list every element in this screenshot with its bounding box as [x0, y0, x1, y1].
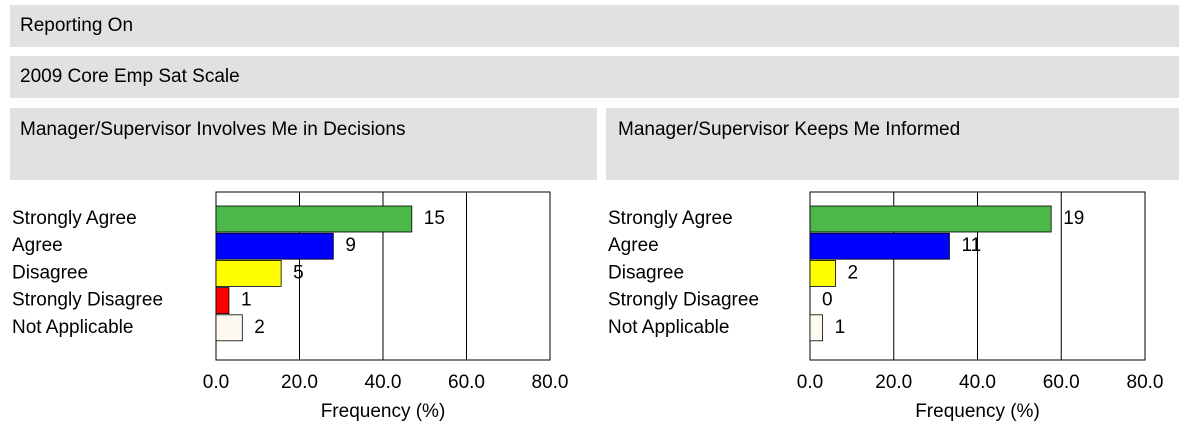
count-label: 5	[293, 262, 304, 283]
x-tick-label: 80.0	[1127, 372, 1164, 393]
x-tick-label: 0.0	[203, 372, 229, 393]
header-box	[10, 5, 1179, 47]
header-title: Reporting On	[20, 15, 133, 36]
x-tick-label: 60.0	[1043, 372, 1080, 393]
count-label: 9	[345, 235, 356, 256]
bar	[809, 314, 823, 342]
category-label: Agree	[12, 235, 63, 256]
category-label: Disagree	[608, 262, 684, 283]
x-tick-label: 0.0	[797, 372, 823, 393]
bar	[215, 205, 413, 233]
x-tick-label: 40.0	[365, 372, 402, 393]
category-label: Strongly Disagree	[12, 290, 163, 311]
count-label: 19	[1063, 208, 1084, 229]
x-tick-label: 60.0	[448, 372, 485, 393]
category-label: Not Applicable	[608, 317, 729, 338]
chart-title: Manager/Supervisor Involves Me in Decisi…	[20, 119, 405, 140]
bar	[809, 232, 950, 260]
count-label: 2	[848, 262, 859, 283]
count-label: 1	[241, 290, 252, 311]
x-tick-label: 80.0	[532, 372, 569, 393]
category-label: Strongly Agree	[608, 208, 733, 229]
x-axis-label: Frequency (%)	[915, 401, 1040, 422]
chart-title-box	[606, 108, 1179, 180]
bar	[809, 259, 836, 287]
count-label: 0	[822, 290, 833, 311]
subheader-box	[10, 56, 1179, 98]
bar	[215, 314, 243, 342]
count-label: 1	[835, 317, 846, 338]
count-label: 11	[961, 235, 981, 256]
x-tick-label: 20.0	[281, 372, 318, 393]
category-label: Not Applicable	[12, 317, 133, 338]
bar	[215, 287, 230, 315]
category-label: Disagree	[12, 262, 88, 283]
bar	[809, 205, 1052, 233]
x-axis-label: Frequency (%)	[321, 401, 446, 422]
bar	[215, 232, 334, 260]
category-label: Agree	[608, 235, 659, 256]
category-label: Strongly Disagree	[608, 290, 759, 311]
count-label: 2	[254, 317, 265, 338]
header-subtitle: 2009 Core Emp Sat Scale	[20, 66, 240, 87]
x-tick-label: 20.0	[875, 372, 912, 393]
x-tick-label: 40.0	[959, 372, 996, 393]
chart-title: Manager/Supervisor Keeps Me Informed	[618, 119, 960, 140]
bar	[215, 259, 282, 287]
chart-title-box	[10, 108, 597, 180]
category-label: Strongly Agree	[12, 208, 137, 229]
count-label: 15	[424, 208, 445, 229]
